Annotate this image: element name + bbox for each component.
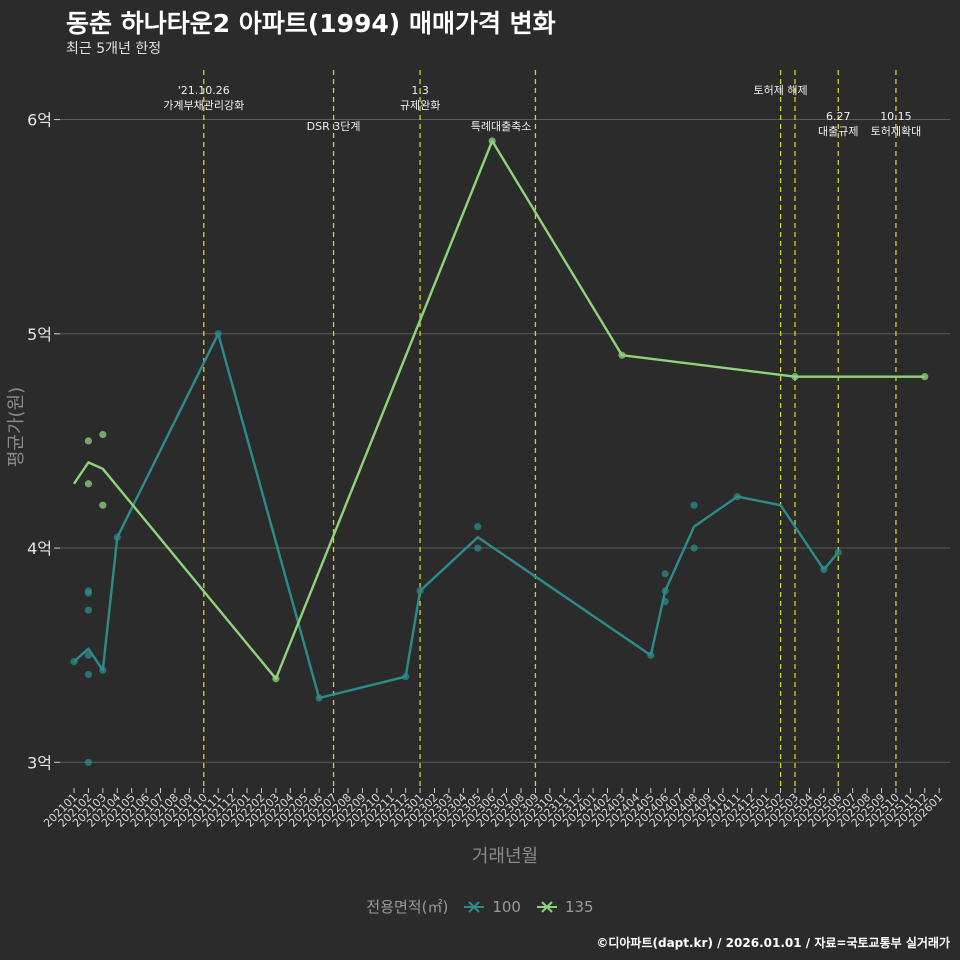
legend-item-135: 135 — [535, 898, 594, 916]
event-annotation: 특례대출축소 — [471, 120, 532, 133]
legend: 전용면적(㎡) 100 135 — [0, 896, 960, 917]
data-point-100 — [474, 523, 482, 531]
event-annotation: DSR 3단계 — [307, 120, 361, 133]
y-tick-label: 4억 — [27, 539, 52, 558]
data-point-100 — [690, 544, 698, 552]
data-point-135 — [84, 437, 93, 445]
data-point-135 — [84, 480, 93, 488]
event-annotation: 1.3 — [411, 84, 429, 97]
data-point-100 — [474, 544, 482, 552]
legend-item-100: 100 — [462, 898, 521, 916]
event-annotation: 토허제 해제 — [754, 83, 808, 97]
legend-swatch-135 — [536, 900, 557, 913]
series-line-100 — [73, 332, 840, 700]
series-line-135 — [73, 139, 925, 680]
legend-label-100: 100 — [492, 897, 521, 916]
data-point-100 — [84, 587, 93, 595]
data-point-135 — [99, 430, 107, 439]
data-point-100 — [84, 606, 93, 614]
data-point-100 — [84, 670, 93, 679]
event-annotation: 가계부채관리강화 — [163, 99, 244, 112]
data-point-100 — [690, 501, 698, 509]
chart-title: 동춘 하나타운2 아파트(1994) 매매가격 변화 — [66, 9, 556, 38]
y-tick-label: 5억 — [27, 325, 52, 344]
data-point-100 — [661, 570, 669, 578]
event-annotation: 규제완화 — [400, 99, 440, 112]
legend-title: 전용면적(㎡) — [366, 898, 449, 916]
data-point-135 — [99, 501, 107, 509]
data-point-100 — [84, 758, 93, 766]
y-axis-title: 평균가(원) — [6, 387, 27, 467]
chart-subtitle: 최근 5개년 한정 — [66, 41, 162, 57]
event-annotation: 6.27 — [826, 110, 851, 123]
source-caption: ©디아파트(dapt.kr) / 2026.01.01 / 자료=국토교통부 실… — [596, 936, 950, 950]
event-annotation: '21.10.26 — [178, 84, 230, 97]
legend-label-135: 135 — [564, 897, 594, 916]
x-axis-title: 거래년월 — [472, 846, 538, 867]
y-tick-label: 3억 — [27, 753, 52, 772]
legend-swatch-100 — [464, 900, 485, 913]
y-tick-label: 6억 — [27, 111, 52, 130]
event-annotation: 10.15 — [880, 110, 912, 123]
event-annotation: 대출규제 — [818, 125, 858, 138]
event-annotation: 토허제확대 — [871, 125, 922, 138]
